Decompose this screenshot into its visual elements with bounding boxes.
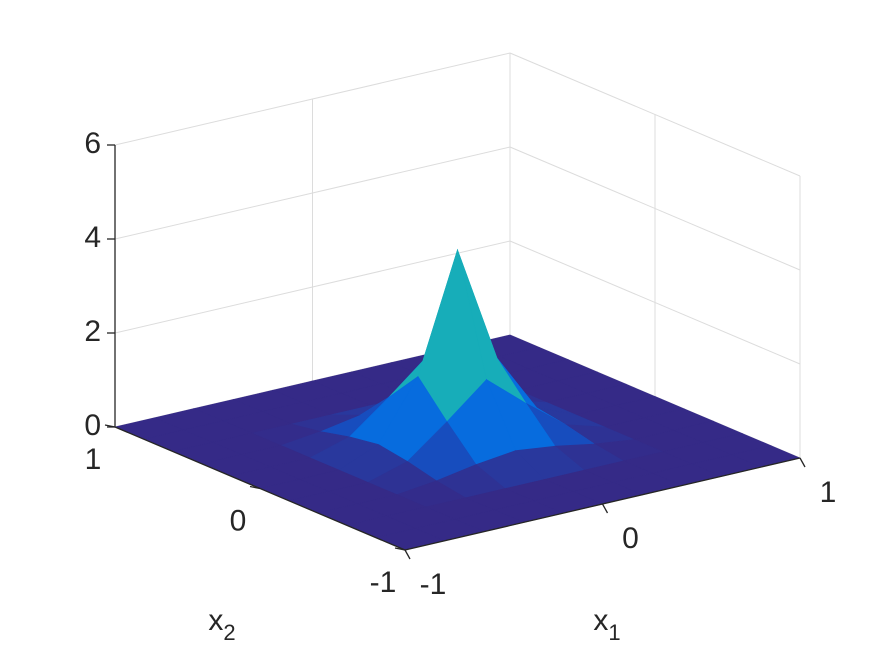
y-tick-label: -1 xyxy=(370,566,397,599)
y-tick xyxy=(104,424,116,428)
x-axis-label: x1 xyxy=(593,604,620,645)
z-tick-label: 2 xyxy=(84,315,101,348)
z-tick-label: 0 xyxy=(84,409,101,442)
x-label-main: x xyxy=(593,604,608,637)
x-tick xyxy=(601,503,609,514)
y-tick xyxy=(394,547,406,551)
y-tick xyxy=(249,485,261,490)
z-tick-label: 4 xyxy=(84,221,101,254)
x-tick xyxy=(799,457,806,468)
x-tick-label: 0 xyxy=(622,522,639,555)
y-tick-label: 0 xyxy=(230,504,247,537)
y-axis-label: x2 xyxy=(208,604,235,645)
z-tick-label: 6 xyxy=(84,127,101,160)
y-label-main: x xyxy=(208,604,223,637)
x-tick-label: -1 xyxy=(420,568,447,601)
x-tick-label: 1 xyxy=(820,476,837,509)
surface-layer xyxy=(114,248,801,551)
x-tick xyxy=(404,549,411,560)
y-label-sub: 2 xyxy=(223,620,235,645)
y-tick-label: 1 xyxy=(85,443,102,476)
x-label-sub: 1 xyxy=(608,620,620,645)
